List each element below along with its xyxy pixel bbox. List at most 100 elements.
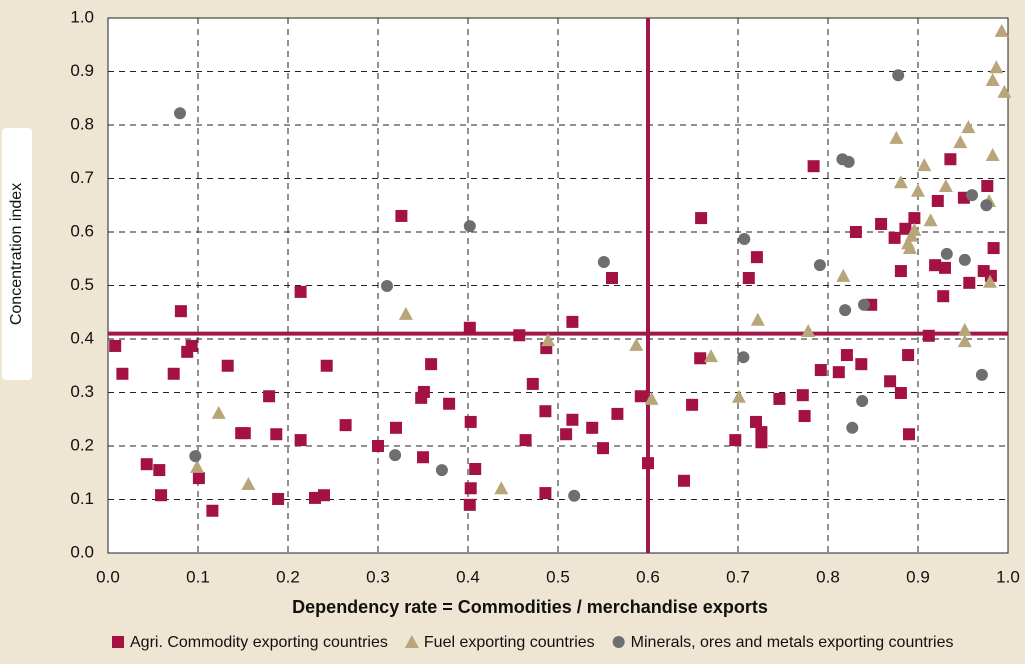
point bbox=[539, 487, 552, 500]
point bbox=[519, 434, 532, 447]
x-tick-label: 0.8 bbox=[816, 567, 840, 586]
point bbox=[206, 504, 219, 517]
plot-border bbox=[107, 17, 1009, 554]
point bbox=[750, 415, 762, 428]
point bbox=[966, 189, 978, 202]
legend-marker bbox=[404, 635, 419, 648]
point bbox=[907, 222, 922, 236]
point bbox=[889, 130, 904, 144]
point bbox=[755, 426, 768, 439]
y-tick-label: 0.6 bbox=[70, 221, 94, 240]
point bbox=[238, 427, 251, 440]
point bbox=[832, 366, 845, 379]
point bbox=[893, 175, 908, 189]
point bbox=[963, 276, 976, 289]
point bbox=[985, 73, 1000, 87]
point bbox=[931, 194, 944, 207]
point bbox=[813, 259, 826, 272]
point bbox=[398, 306, 413, 320]
point bbox=[513, 329, 526, 342]
x-axis-label: Dependency rate = Commodities / merchand… bbox=[292, 597, 768, 617]
point bbox=[263, 390, 276, 403]
point bbox=[814, 364, 827, 377]
point bbox=[856, 395, 869, 408]
point bbox=[606, 272, 618, 285]
point bbox=[750, 251, 763, 264]
point bbox=[372, 440, 384, 452]
point bbox=[846, 421, 859, 434]
point bbox=[796, 389, 809, 402]
point bbox=[944, 153, 957, 166]
point bbox=[842, 155, 855, 168]
x-tick-label: 0.4 bbox=[456, 567, 480, 586]
point bbox=[463, 321, 476, 334]
point bbox=[855, 358, 868, 371]
point bbox=[339, 419, 352, 432]
point bbox=[902, 349, 915, 362]
x-tick-label: 0.5 bbox=[546, 567, 570, 586]
point bbox=[174, 107, 186, 120]
point bbox=[464, 482, 477, 495]
point bbox=[731, 389, 746, 403]
legend-label: Fuel exporting countries bbox=[424, 634, 595, 651]
point bbox=[425, 358, 438, 371]
point bbox=[929, 259, 942, 272]
point bbox=[395, 209, 408, 222]
point bbox=[464, 415, 477, 428]
point bbox=[911, 183, 925, 197]
point bbox=[892, 69, 905, 82]
point bbox=[738, 232, 751, 245]
x-tick-label: 0.0 bbox=[96, 567, 120, 586]
legend-marker bbox=[112, 636, 124, 648]
point bbox=[958, 253, 971, 266]
point bbox=[742, 272, 755, 285]
point bbox=[937, 290, 950, 303]
point bbox=[294, 434, 307, 447]
point bbox=[634, 390, 647, 403]
point bbox=[443, 397, 456, 410]
point bbox=[807, 160, 820, 173]
point bbox=[953, 135, 968, 149]
point bbox=[888, 231, 901, 244]
point bbox=[737, 351, 750, 364]
point bbox=[686, 398, 699, 411]
point bbox=[922, 329, 935, 342]
point bbox=[923, 213, 938, 227]
point bbox=[611, 407, 624, 420]
y-axis-label: Concentration index bbox=[8, 183, 25, 325]
legend-marker bbox=[612, 636, 625, 648]
point bbox=[568, 489, 581, 502]
point bbox=[597, 442, 609, 455]
point bbox=[985, 147, 1000, 161]
point bbox=[801, 323, 816, 337]
point bbox=[975, 368, 988, 381]
point bbox=[840, 349, 853, 362]
y-tick-label: 0.7 bbox=[70, 168, 94, 187]
point bbox=[294, 285, 307, 298]
point bbox=[417, 385, 430, 398]
point bbox=[541, 333, 556, 347]
point bbox=[526, 377, 539, 390]
x-tick-label: 0.3 bbox=[366, 567, 390, 586]
point bbox=[417, 451, 429, 464]
point bbox=[957, 322, 972, 336]
point bbox=[773, 392, 786, 405]
point bbox=[729, 434, 742, 447]
y-tick-label: 0.9 bbox=[70, 61, 94, 80]
point bbox=[211, 405, 226, 419]
point bbox=[695, 212, 708, 225]
point bbox=[629, 337, 644, 351]
point bbox=[644, 391, 659, 405]
point bbox=[980, 199, 993, 212]
point bbox=[908, 212, 921, 225]
point bbox=[586, 421, 599, 434]
point bbox=[902, 241, 917, 255]
legend-label: Agri. Commodity exporting countries bbox=[130, 634, 388, 651]
y-tick-label: 0.5 bbox=[70, 275, 94, 294]
point bbox=[463, 220, 476, 233]
point bbox=[116, 367, 129, 380]
y-tick-label: 0.0 bbox=[70, 542, 94, 561]
point bbox=[989, 60, 1004, 74]
y-tick-label: 0.8 bbox=[70, 114, 94, 133]
